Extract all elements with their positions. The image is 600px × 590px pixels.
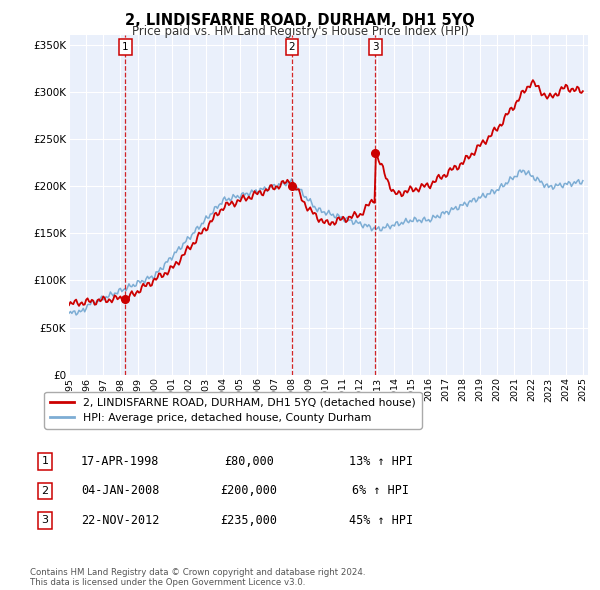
Text: 1: 1 [122,42,128,52]
Text: 2: 2 [41,486,49,496]
Text: 1: 1 [41,457,49,466]
Text: Contains HM Land Registry data © Crown copyright and database right 2024.
This d: Contains HM Land Registry data © Crown c… [30,568,365,587]
Text: 04-JAN-2008: 04-JAN-2008 [81,484,159,497]
Text: 22-NOV-2012: 22-NOV-2012 [81,514,159,527]
Text: 45% ↑ HPI: 45% ↑ HPI [349,514,413,527]
Text: 2: 2 [289,42,295,52]
Text: £200,000: £200,000 [221,484,277,497]
Text: 2, LINDISFARNE ROAD, DURHAM, DH1 5YQ: 2, LINDISFARNE ROAD, DURHAM, DH1 5YQ [125,13,475,28]
Text: £80,000: £80,000 [224,455,274,468]
Text: 3: 3 [41,516,49,525]
Text: £235,000: £235,000 [221,514,277,527]
Text: 6% ↑ HPI: 6% ↑ HPI [353,484,409,497]
Text: Price paid vs. HM Land Registry's House Price Index (HPI): Price paid vs. HM Land Registry's House … [131,25,469,38]
Text: 17-APR-1998: 17-APR-1998 [81,455,159,468]
Legend: 2, LINDISFARNE ROAD, DURHAM, DH1 5YQ (detached house), HPI: Average price, detac: 2, LINDISFARNE ROAD, DURHAM, DH1 5YQ (de… [44,392,422,429]
Text: 13% ↑ HPI: 13% ↑ HPI [349,455,413,468]
Text: 3: 3 [372,42,379,52]
